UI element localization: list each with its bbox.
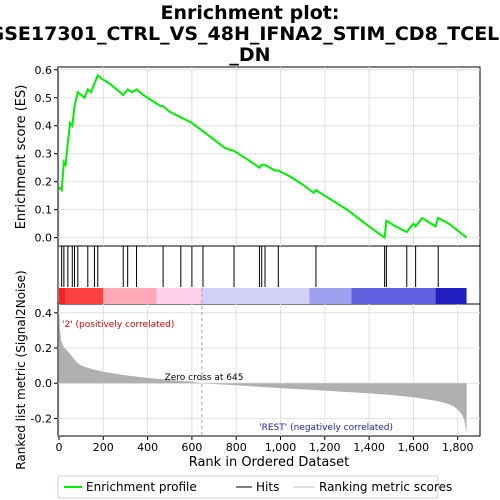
metric-y-axis-label: Ranked list metric (Signal2Noise) (14, 270, 28, 469)
heatmap-segment (309, 288, 352, 304)
x-tick-label: 1,400 (353, 441, 385, 454)
legend-hits-label: Hits (256, 480, 279, 494)
x-tick-label: 1,800 (442, 441, 474, 454)
x-tick-label: 0 (56, 441, 63, 454)
es-gridlines (58, 67, 480, 246)
heatmap-segment (351, 288, 436, 304)
heatmap-segment (201, 288, 310, 304)
es-y-tick-label: 0.0 (35, 232, 53, 245)
chart-title-line-3: _DN (229, 44, 270, 66)
es-y-tick-label: 0.2 (35, 176, 53, 189)
es-y-tick-label: 0.6 (35, 64, 53, 77)
x-tick-label: 1,000 (265, 441, 297, 454)
heatmap-segment (103, 288, 157, 304)
metric-area-group (58, 288, 480, 436)
heatmap-segment (156, 288, 202, 304)
x-ticks: 0 200 400 600 800 1,000 1,200 1,400 1,600 1,800 (56, 436, 474, 454)
chart-title-line-1: Enrichment plot: (161, 2, 340, 24)
es-y-tick-label: 0.3 (35, 148, 53, 161)
es-y-tick-label: 0.1 (35, 204, 53, 217)
heatmap-segment (65, 288, 104, 304)
metric-y-tick-label: 0.4 (35, 307, 53, 320)
legend-es-label: Enrichment profile (86, 480, 197, 494)
es-line (58, 73, 468, 240)
metric-y-tick-label: 0.0 (35, 377, 53, 390)
es-y-axis-label: Enrichment score (ES) (14, 85, 29, 230)
x-tick-label: 400 (137, 441, 158, 454)
legend-metric-label: Ranking metric scores (319, 480, 452, 494)
metric-y-tick-label: -0.2 (31, 412, 52, 425)
zero-cross-label: Zero cross at 645 (165, 373, 244, 383)
ranking-heatmap (59, 288, 467, 304)
heatmap-segment (59, 288, 66, 304)
es-line-group (58, 73, 468, 240)
x-tick-label: 1,600 (398, 441, 430, 454)
es-y-tick-label: 0.5 (35, 92, 53, 105)
metric-y-tick-label: 0.2 (35, 342, 53, 355)
x-tick-label: 800 (226, 441, 247, 454)
chart-title-line-2: GSE17301_CTRL_VS_48H_IFNA2_STIM_CD8_TCEL… (0, 23, 500, 45)
positive-correlation-label: '2' (positively correlated) (62, 320, 174, 330)
negative-correlation-label: 'REST' (negatively correlated) (259, 423, 393, 433)
x-tick-label: 1,200 (309, 441, 341, 454)
hit-markers (61, 246, 439, 287)
es-y-tick-label: 0.4 (35, 120, 53, 133)
metric-y-ticks: -0.2 0.0 0.2 0.4 (31, 307, 58, 425)
es-y-ticks: 0.0 0.1 0.2 0.3 0.4 0.5 0.6 (35, 64, 58, 245)
x-axis-label: Rank in Ordered Dataset (189, 455, 350, 470)
x-tick-label: 200 (93, 441, 114, 454)
x-tick-label: 600 (181, 441, 202, 454)
heatmap-segment (435, 288, 467, 304)
